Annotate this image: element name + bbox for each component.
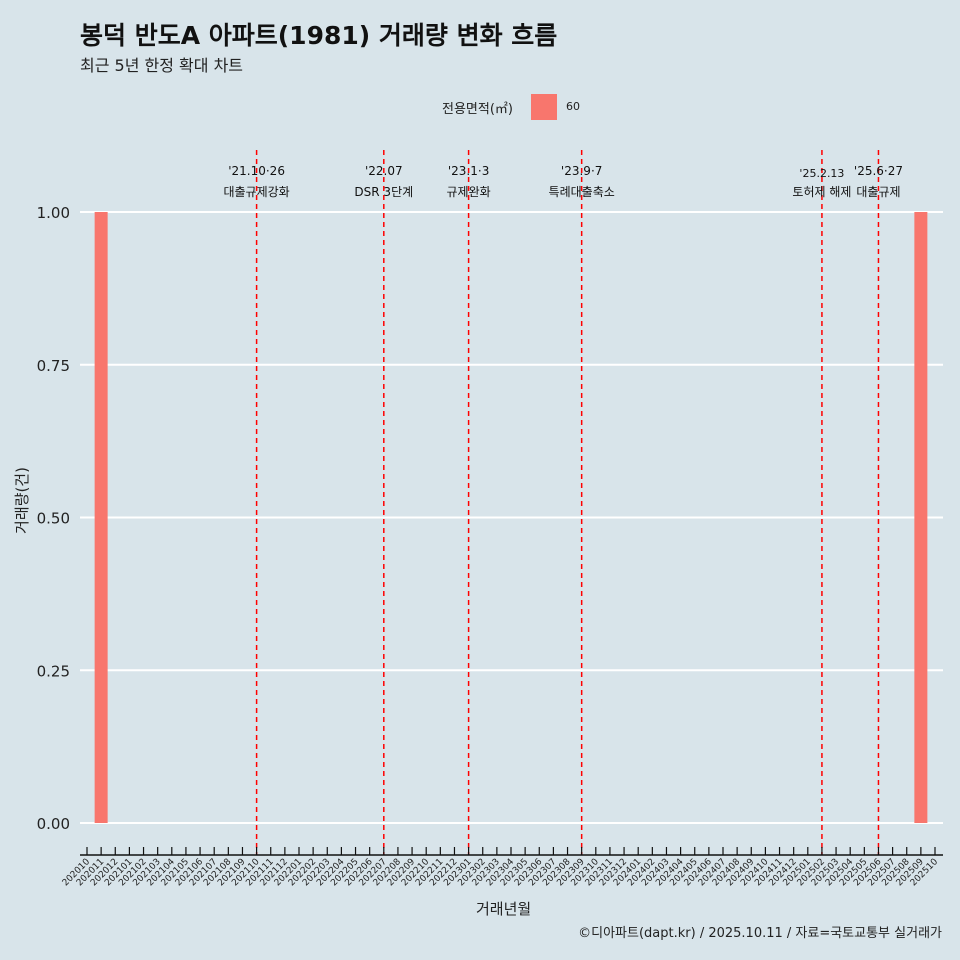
legend-label: 60 <box>566 100 580 113</box>
bar <box>914 212 928 823</box>
annotation-label: 토허제 해제 <box>792 185 851 199</box>
chart-title: 봉덕 반도A 아파트(1981) 거래량 변화 흐름 <box>80 21 558 50</box>
annotation-date: '25.2.13 <box>799 167 844 180</box>
annotation-date: '22.07 <box>365 164 403 178</box>
annotation-label: 대출규제강화 <box>223 185 289 199</box>
legend-title: 전용면적(㎡) <box>442 102 513 117</box>
y-tick-label: 0.00 <box>37 815 70 833</box>
y-tick-label: 1.00 <box>37 204 70 222</box>
y-tick-label: 0.75 <box>37 357 70 375</box>
caption: ©디아파트(dapt.kr) / 2025.10.11 / 자료=국토교통부 실… <box>578 926 942 941</box>
bar <box>94 212 108 823</box>
x-axis-label: 거래년월 <box>476 900 532 918</box>
y-tick-label: 0.50 <box>37 510 70 528</box>
annotation-date: '23.1·3 <box>448 164 489 178</box>
annotation-date: '25.6·27 <box>854 164 903 178</box>
chart-subtitle: 최근 5년 한정 확대 차트 <box>80 56 244 75</box>
annotation-label: 대출규제 <box>856 185 900 199</box>
annotation-label: DSR 3단계 <box>354 185 413 199</box>
legend-swatch <box>531 94 557 120</box>
y-tick-label: 0.25 <box>37 662 70 680</box>
annotation-label: 규제완화 <box>447 185 491 199</box>
annotation-label: 특례대출축소 <box>549 185 615 199</box>
annotation-date: '23.9·7 <box>561 164 602 178</box>
annotation-date: '21.10·26 <box>228 164 285 178</box>
